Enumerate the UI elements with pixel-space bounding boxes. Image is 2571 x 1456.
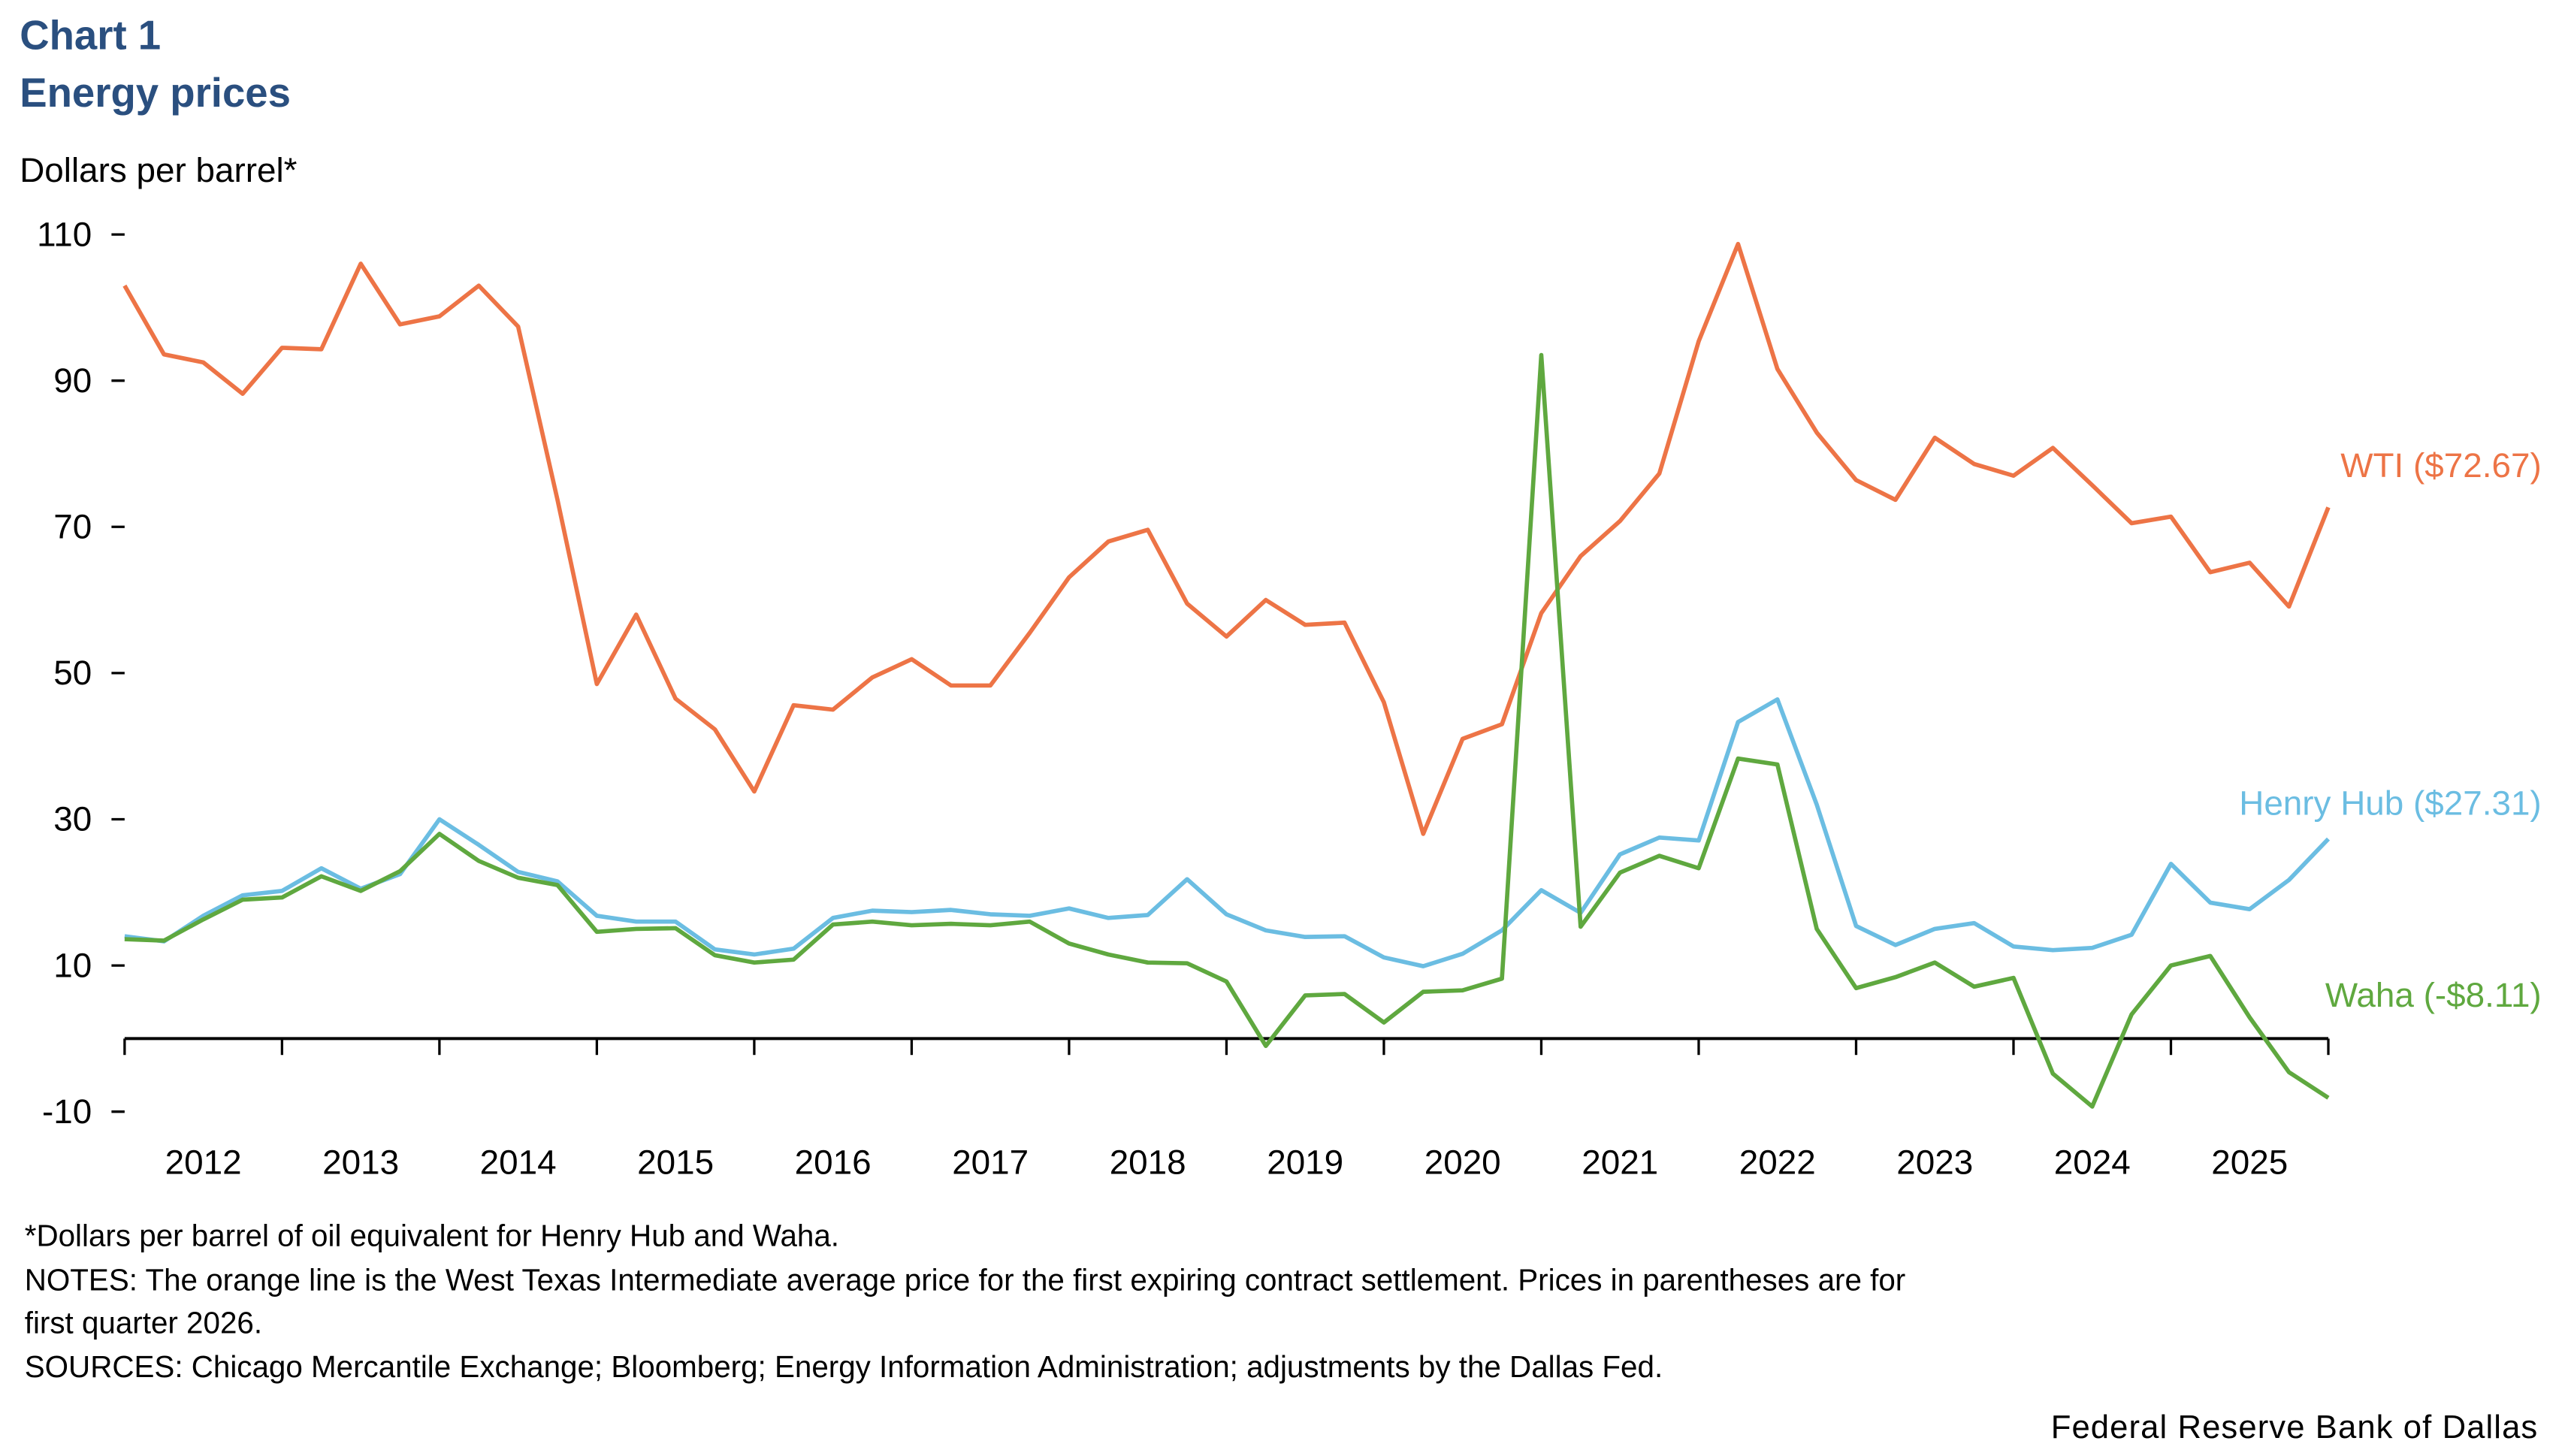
x-tick-label: 2025 — [2211, 1143, 2288, 1182]
y-tick-label: -10 — [42, 1092, 92, 1131]
series-line — [122, 241, 2331, 836]
x-tick-label: 2021 — [1582, 1143, 1658, 1182]
x-tick-label: 2013 — [322, 1143, 399, 1182]
y-tick-label: 70 — [53, 508, 92, 546]
x-tick-label: 2017 — [952, 1143, 1029, 1182]
y-tick-label: 30 — [53, 800, 92, 838]
credit: Federal Reserve Bank of Dallas — [2051, 1409, 2539, 1445]
chart-title: Chart 1 — [20, 12, 161, 58]
footnote: NOTES: The orange line is the West Texas… — [25, 1263, 1905, 1297]
series-line — [124, 697, 2331, 968]
series-label: WTI ($72.67) — [2340, 446, 2541, 485]
chart-subtitle: Energy prices — [20, 70, 291, 116]
footnote: *Dollars per barrel of oil equivalent fo… — [25, 1219, 839, 1253]
y-tick-label: 90 — [53, 361, 92, 400]
footnote: first quarter 2026. — [25, 1305, 262, 1340]
footnote: SOURCES: Chicago Mercantile Exchange; Bl… — [25, 1349, 1663, 1384]
x-tick-label: 2015 — [637, 1143, 714, 1182]
series-label: Waha (-$8.11) — [2325, 976, 2542, 1014]
y-axis-label: Dollars per barrel* — [20, 151, 297, 189]
x-tick-label: 2016 — [795, 1143, 872, 1182]
x-tick-label: 2020 — [1424, 1143, 1501, 1182]
y-tick-label: 110 — [37, 215, 92, 253]
y-tick-label: 50 — [53, 654, 92, 692]
series-label: Henry Hub ($27.31) — [2239, 784, 2541, 823]
x-tick-label: 2012 — [165, 1143, 242, 1182]
x-tick-label: 2019 — [1267, 1143, 1343, 1182]
x-tick-label: 2023 — [1896, 1143, 1973, 1182]
series-line — [124, 352, 2330, 1109]
x-tick-label: 2014 — [480, 1143, 557, 1182]
x-tick-label: 2022 — [1739, 1143, 1816, 1182]
x-tick-label: 2024 — [2054, 1143, 2131, 1182]
x-tick-label: 2018 — [1110, 1143, 1186, 1182]
y-tick-label: 10 — [53, 946, 92, 984]
